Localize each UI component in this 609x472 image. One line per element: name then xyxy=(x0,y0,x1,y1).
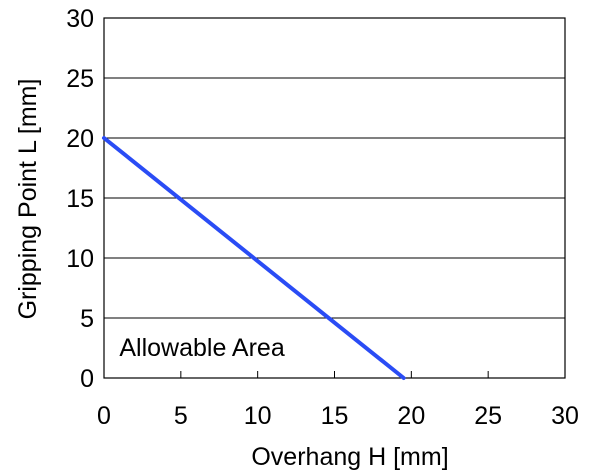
x-tick-label: 10 xyxy=(244,402,272,430)
x-tick-label: 0 xyxy=(97,402,111,430)
x-tick-label: 5 xyxy=(174,402,188,430)
plot-frame xyxy=(103,17,566,379)
grid-lines xyxy=(104,77,565,319)
y-tick-label: 15 xyxy=(66,185,94,213)
y-tick-labels: 0 5 10 15 20 25 30 xyxy=(66,5,94,393)
x-tick-label: 25 xyxy=(474,402,502,430)
y-tick-label: 20 xyxy=(66,125,94,153)
x-tick-labels: 0 5 10 15 20 25 30 xyxy=(97,402,579,430)
series-layer xyxy=(102,136,406,380)
y-tick-label: 0 xyxy=(80,365,94,393)
y-tick-label: 10 xyxy=(66,245,94,273)
annotations: Allowable Area xyxy=(119,334,284,362)
x-axis-label: Overhang H [mm] xyxy=(251,443,448,471)
x-tick-label: 15 xyxy=(321,402,349,430)
y-tick-label: 5 xyxy=(80,305,94,333)
y-tick-label: 25 xyxy=(66,65,94,93)
y-axis-label: Gripping Point L [mm] xyxy=(14,79,42,320)
annotation-allowable-area: Allowable Area xyxy=(119,334,284,362)
x-tick-label: 20 xyxy=(397,402,425,430)
y-tick-label: 30 xyxy=(66,5,94,33)
series-line-0 xyxy=(102,136,406,380)
x-tick-label: 30 xyxy=(551,402,579,430)
